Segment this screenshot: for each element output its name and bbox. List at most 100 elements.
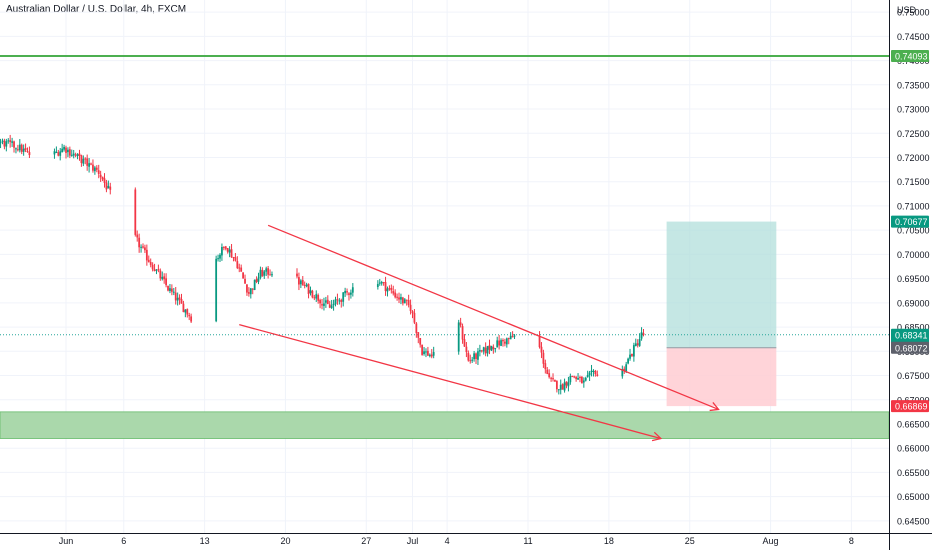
candle-body — [109, 186, 112, 190]
candle-body — [642, 333, 645, 335]
time-tick-label: Aug — [763, 536, 779, 546]
candle-body — [296, 273, 298, 277]
time-tick-label: 11 — [523, 536, 532, 546]
candle-body — [590, 370, 593, 373]
candle-body — [577, 378, 579, 380]
candle-body — [15, 148, 17, 150]
candle-body — [68, 149, 71, 156]
candle-body — [86, 158, 89, 166]
candle-body — [321, 304, 323, 306]
candle-body — [169, 288, 171, 291]
time-tick-label: Jul — [407, 536, 419, 546]
price-tick-label: 0.73500 — [897, 80, 930, 90]
candle-body — [65, 147, 67, 153]
price-tick-label: 0.71500 — [897, 177, 930, 187]
candle-body — [634, 343, 637, 347]
stop-badge — [891, 400, 929, 413]
candle-body — [59, 151, 62, 156]
candle-body — [151, 264, 154, 270]
candle-body — [167, 285, 169, 291]
candle-body — [548, 373, 551, 378]
candle-body — [505, 338, 508, 345]
candle-body — [105, 182, 108, 190]
candle-body — [394, 292, 397, 298]
candle-body — [319, 300, 321, 304]
entry-badge-label: 0.68072 — [895, 343, 928, 353]
candle-body — [494, 348, 497, 350]
wedge-upper-line — [267, 224, 719, 411]
candle-body — [342, 292, 345, 302]
candle-body — [301, 280, 304, 286]
candle-body — [586, 374, 589, 378]
candle-body — [236, 261, 239, 269]
candle-body — [588, 372, 591, 376]
price-tick-label: 0.67500 — [897, 371, 930, 381]
candle-body — [219, 254, 221, 259]
candle-body — [155, 269, 158, 271]
candle-body — [390, 287, 393, 291]
candle-body — [263, 271, 266, 276]
candle-body — [26, 151, 29, 153]
resistance-badge-label: 0.74093 — [895, 52, 928, 62]
candle-body — [136, 234, 139, 238]
time-tick-label: 25 — [685, 536, 695, 546]
candle-body — [317, 295, 320, 301]
candle-body — [592, 370, 595, 372]
candle-body — [228, 249, 231, 253]
candle-body — [552, 378, 554, 380]
candle-body — [400, 297, 402, 300]
candle-body — [550, 377, 552, 379]
candle-body — [338, 300, 341, 302]
candle-body — [415, 323, 418, 333]
candle-body — [242, 272, 244, 279]
candle-body — [484, 347, 487, 354]
candle-body — [13, 141, 15, 148]
candle-body — [67, 149, 69, 153]
price-tick-label: 0.68500 — [897, 323, 930, 333]
candle-body — [478, 350, 481, 352]
candle-body — [575, 377, 578, 379]
candle-body — [463, 339, 466, 347]
candle-body — [7, 140, 10, 142]
time-tick-label: 6 — [121, 536, 126, 546]
candle-body — [640, 332, 643, 339]
time-tick-label: Jun — [59, 536, 74, 546]
candle-body — [477, 351, 479, 360]
candle-body — [257, 277, 260, 282]
candle-body — [251, 288, 254, 290]
candle-body — [72, 153, 75, 156]
candle-body — [53, 151, 56, 155]
candle-body — [386, 288, 389, 292]
price-tick-label: 0.70500 — [897, 226, 930, 236]
candle-body — [346, 291, 348, 293]
candle-body — [540, 346, 543, 353]
wedge-upper-arrowhead — [709, 402, 720, 412]
candle-body — [323, 303, 325, 306]
candle-body — [309, 290, 312, 294]
candle-body — [348, 293, 350, 295]
candle-body — [625, 364, 628, 372]
candle-body — [182, 303, 185, 313]
candle-body — [332, 303, 335, 306]
candle-body — [224, 246, 227, 249]
candle-body — [561, 384, 564, 390]
candle-body — [629, 354, 631, 359]
candle-body — [504, 341, 506, 344]
candle-body — [350, 292, 352, 295]
candle-body — [490, 346, 493, 351]
candle-body — [217, 258, 219, 260]
candle-body — [186, 309, 189, 315]
candle-body — [140, 246, 142, 248]
price-tick-label: 0.74500 — [897, 32, 930, 42]
candle-body — [430, 354, 433, 357]
candle-body — [581, 376, 583, 384]
candle-body — [542, 352, 545, 364]
candle-body — [313, 297, 316, 299]
candle-body — [221, 247, 223, 256]
drawings — [239, 224, 720, 442]
candle-body — [336, 299, 339, 301]
candle-body — [299, 280, 302, 285]
candle-body — [101, 176, 104, 180]
candle-body — [423, 351, 425, 355]
